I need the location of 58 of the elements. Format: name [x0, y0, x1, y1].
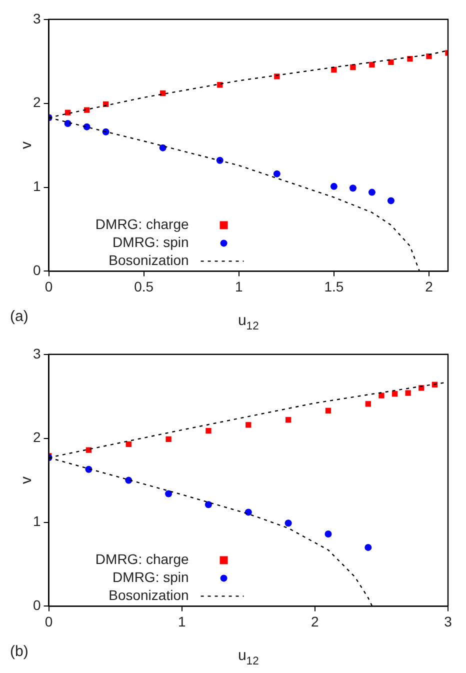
- legend-label: DMRG: spin: [112, 569, 189, 586]
- x-tick-label: 0: [44, 278, 53, 294]
- y-tick-label: 0: [32, 597, 41, 614]
- x-tick-label: 3: [444, 613, 452, 630]
- y-axis-title: v: [18, 476, 35, 484]
- point: [324, 530, 332, 538]
- text: (a): [10, 308, 28, 325]
- y-tick-label: 2: [32, 429, 41, 446]
- point: [84, 107, 90, 113]
- y-axis-title: v: [18, 141, 35, 150]
- y-tick-label: 3: [32, 345, 41, 362]
- point: [284, 520, 292, 527]
- y-tick-label: 1: [32, 178, 41, 194]
- point: [206, 428, 212, 434]
- point: [387, 197, 394, 204]
- x-tick-label: 0: [44, 613, 53, 630]
- text: (b): [10, 643, 28, 660]
- legend-label: DMRG: spin: [112, 234, 189, 250]
- x-tick-label: 2: [425, 278, 434, 294]
- point: [349, 184, 356, 192]
- y-tick-label: 0: [32, 262, 41, 278]
- point: [365, 401, 371, 407]
- legend-label: Bosonization: [108, 252, 189, 268]
- point: [378, 392, 384, 398]
- point: [273, 170, 280, 178]
- point: [285, 417, 292, 423]
- x-tick-label: 2: [311, 613, 320, 630]
- point: [325, 408, 332, 414]
- point: [331, 66, 337, 73]
- point: [244, 508, 252, 516]
- point: [246, 422, 252, 428]
- y-tick-label: 3: [32, 10, 41, 26]
- point: [388, 59, 394, 66]
- point: [160, 90, 166, 96]
- point: [369, 62, 375, 68]
- point: [405, 390, 411, 396]
- point: [350, 64, 356, 70]
- point: [364, 544, 372, 551]
- point: [64, 120, 72, 127]
- x-tick-label: 0.5: [134, 278, 154, 294]
- point: [330, 182, 338, 190]
- y-tick-label: 2: [32, 94, 41, 110]
- point: [125, 476, 132, 484]
- point: [166, 436, 172, 442]
- point: [392, 391, 398, 397]
- legend-label: Bosonization: [108, 587, 189, 604]
- x-tick-label: 1: [178, 613, 186, 630]
- legend-label: DMRG: charge: [95, 216, 189, 232]
- point: [165, 490, 172, 498]
- point: [126, 441, 132, 448]
- point: [368, 188, 376, 196]
- point: [159, 144, 166, 152]
- x-tick-label: 1.5: [324, 278, 344, 294]
- x-tick-label: 1: [234, 278, 243, 294]
- point: [204, 501, 212, 508]
- point: [64, 110, 71, 116]
- legend-label: DMRG: charge: [95, 551, 189, 568]
- y-tick-label: 1: [32, 513, 41, 530]
